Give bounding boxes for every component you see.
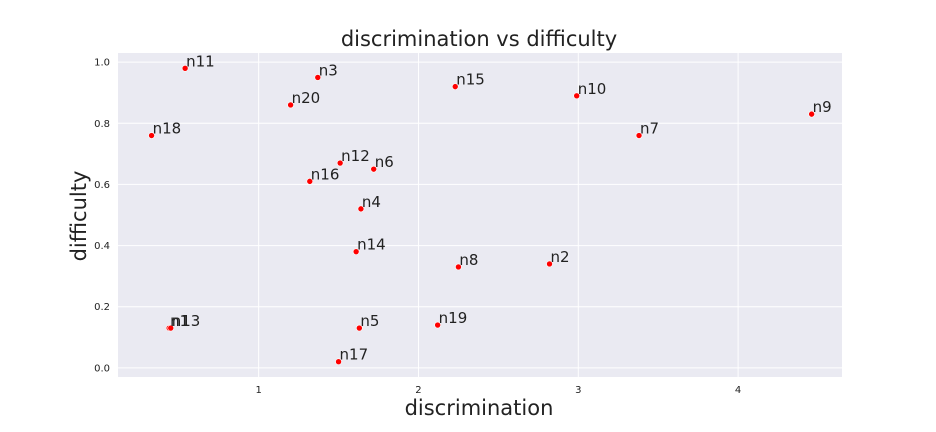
point-label-n2: n2	[551, 248, 570, 266]
data-point-n19	[434, 321, 441, 329]
point-label-n11: n11	[186, 52, 215, 70]
data-points	[148, 64, 815, 366]
plot-area	[118, 53, 842, 377]
point-label-n6: n6	[375, 153, 394, 171]
data-point-n13	[167, 324, 175, 332]
chart-title: discrimination vs difficulty	[341, 27, 617, 51]
data-point-n11	[181, 64, 189, 72]
x-tick-label: 1	[255, 385, 261, 396]
point-label-n18: n18	[153, 120, 182, 138]
point-label-n10: n10	[578, 80, 607, 98]
point-label-n20: n20	[292, 89, 321, 107]
data-point-n2	[546, 260, 553, 268]
y-tick-label: 0.8	[94, 119, 110, 130]
y-tick-label: 0.2	[94, 302, 110, 313]
point-label-n15: n15	[456, 71, 485, 89]
y-tick-label: 1.0	[94, 58, 110, 69]
x-tick-label: 3	[575, 385, 581, 396]
data-point-n7	[635, 132, 643, 139]
y-tick-label: 0.0	[94, 363, 110, 374]
data-point-n17	[335, 358, 342, 366]
point-label-n5: n5	[360, 312, 379, 330]
grid	[118, 53, 842, 377]
point-label-n4: n4	[362, 193, 381, 211]
point-label-n8: n8	[459, 251, 478, 269]
point-label-n17: n17	[340, 346, 369, 364]
x-tick-label: 4	[735, 385, 741, 396]
x-axis-label: discrimination	[405, 396, 554, 420]
x-tick-label: 2	[415, 385, 421, 396]
data-point-n15	[451, 83, 459, 90]
data-point-n9	[808, 110, 815, 118]
data-point-n6	[370, 165, 378, 173]
point-label-n19: n19	[439, 309, 468, 327]
point-label-n13: n13	[172, 312, 201, 330]
point-label-n14: n14	[357, 236, 386, 254]
point-label-n16: n16	[311, 165, 340, 183]
point-label-n3: n3	[319, 61, 338, 79]
data-point-n12	[336, 159, 344, 167]
y-axis-label: difficulty	[67, 171, 91, 262]
point-label-n12: n12	[341, 147, 370, 165]
data-point-n5	[356, 324, 363, 332]
data-point-n18	[148, 132, 155, 139]
data-point-n3	[314, 74, 322, 81]
y-tick-label: 0.6	[94, 180, 110, 191]
point-label-n7: n7	[640, 120, 659, 138]
data-point-n10	[573, 92, 580, 100]
point-label-n1: n1	[170, 312, 189, 330]
point-label-n9: n9	[813, 98, 832, 116]
data-point-n8	[455, 263, 462, 271]
tick-labels: 1 2 3 4 0.0 0.2 0.4 0.6 0.8 1.0	[94, 58, 741, 396]
data-point-n4	[357, 205, 365, 213]
data-point-n20	[287, 101, 294, 109]
data-point-n16	[306, 178, 314, 185]
point-labels: n1 n2 n3 n4 n5 n6 n7 n8 n9 n10 n11 n12 n13 n14 n15 n16 n…	[153, 52, 832, 363]
data-point-n14	[352, 248, 360, 255]
y-tick-label: 0.4	[94, 241, 110, 252]
